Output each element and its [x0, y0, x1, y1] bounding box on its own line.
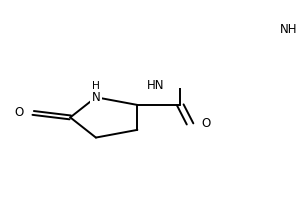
Text: HN: HN	[147, 79, 165, 92]
Text: H: H	[92, 81, 100, 91]
Text: O: O	[14, 106, 23, 119]
Text: O: O	[202, 117, 211, 130]
Text: N: N	[92, 91, 100, 104]
Text: NH: NH	[280, 23, 297, 36]
